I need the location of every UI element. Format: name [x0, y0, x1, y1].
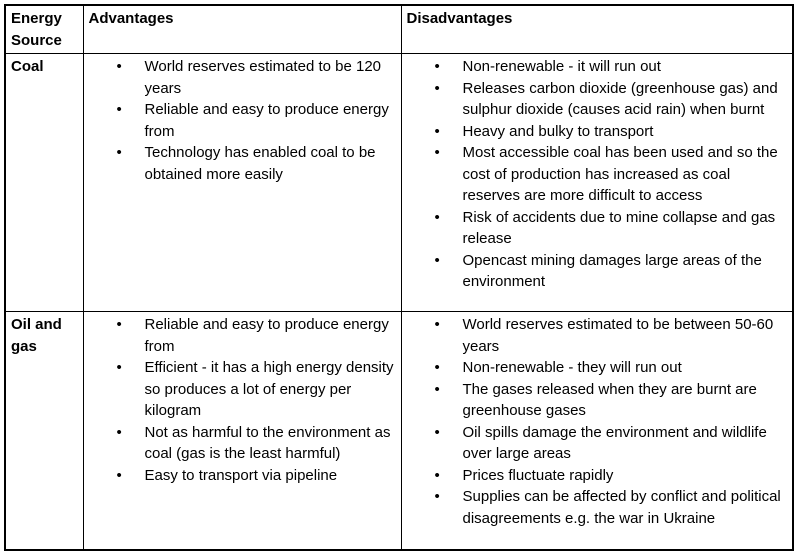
row-label-cell: Coal	[4, 53, 84, 312]
bullet-item: Most accessible coal has been used and s…	[435, 142, 788, 207]
bullet-item: Opencast mining damages large areas of t…	[435, 250, 788, 293]
bullet-item: Releases carbon dioxide (greenhouse gas)…	[435, 78, 788, 121]
coal-disadvantages-cell: Non-renewable - it will run outReleases …	[400, 53, 794, 312]
bullet-item: World reserves estimated to be between 5…	[435, 314, 788, 357]
table-header-row: Energy Source Advantages Disadvantages	[4, 4, 794, 54]
bullet-item: Technology has enabled coal to be obtain…	[117, 142, 396, 185]
bullet-item: Risk of accidents due to mine collapse a…	[435, 207, 788, 250]
row-label-oil-and-gas: Oil and gas	[11, 316, 62, 355]
bullet-item: Oil spills damage the environment and wi…	[435, 422, 788, 465]
header-energy-source: Energy Source	[4, 4, 84, 54]
row-label-coal: Coal	[11, 58, 44, 75]
row-label-cell: Oil and gas	[4, 311, 84, 550]
bullet-item: Heavy and bulky to transport	[435, 121, 788, 143]
bullet-item: Reliable and easy to produce energy from	[117, 99, 396, 142]
bullet-item: Non-renewable - they will run out	[435, 357, 788, 379]
oil-advantages-list: Reliable and easy to produce energy from…	[89, 314, 396, 486]
bullet-item: Prices fluctuate rapidly	[435, 465, 788, 487]
coal-advantages-list: World reserves estimated to be 120 years…	[89, 56, 396, 185]
oil-disadvantages-list: World reserves estimated to be between 5…	[407, 314, 788, 529]
header-disadvantages: Disadvantages	[400, 4, 794, 54]
header-advantages: Advantages	[82, 4, 402, 54]
bullet-item: World reserves estimated to be 120 years	[117, 56, 396, 99]
coal-advantages-cell: World reserves estimated to be 120 years…	[82, 53, 402, 312]
table-row-oil-and-gas: Oil and gas Reliable and easy to produce…	[4, 311, 794, 550]
bullet-item: Not as harmful to the environment as coa…	[117, 422, 396, 465]
coal-disadvantages-list: Non-renewable - it will run outReleases …	[407, 56, 788, 293]
table-row-coal: Coal World reserves estimated to be 120 …	[4, 53, 794, 312]
bullet-item: Efficient - it has a high energy density…	[117, 357, 396, 422]
energy-comparison-table: Energy Source Advantages Disadvantages C…	[4, 4, 794, 551]
oil-advantages-cell: Reliable and easy to produce energy from…	[82, 311, 402, 550]
bullet-item: Non-renewable - it will run out	[435, 56, 788, 78]
oil-disadvantages-cell: World reserves estimated to be between 5…	[400, 311, 794, 550]
bullet-item: Easy to transport via pipeline	[117, 465, 396, 487]
bullet-item: The gases released when they are burnt a…	[435, 379, 788, 422]
bullet-item: Reliable and easy to produce energy from	[117, 314, 396, 357]
bullet-item: Supplies can be affected by conflict and…	[435, 486, 788, 529]
